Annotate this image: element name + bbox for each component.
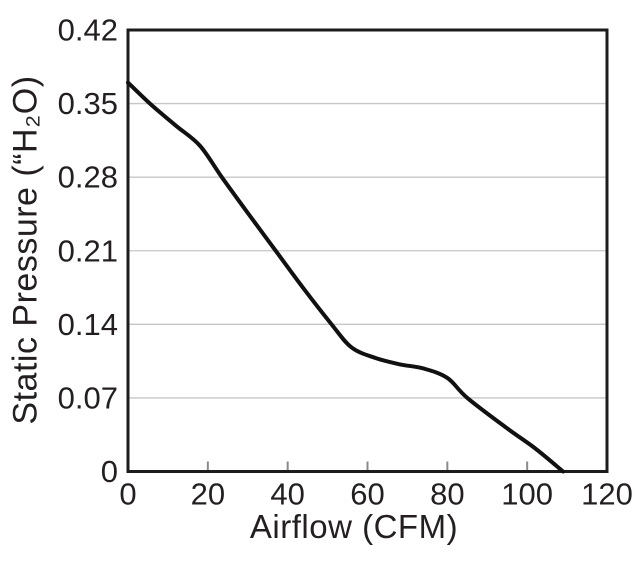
plot-border [126,28,609,473]
x-tick-label: 0 [119,477,136,512]
x-tick-label: 100 [501,477,553,512]
y-tick-label: 0 [101,454,118,489]
y-tick-label: 0.07 [58,380,118,415]
y-tick-label: 0.35 [58,86,118,121]
y-tick-label: 0.28 [58,160,118,195]
x-tick-label: 120 [581,477,633,512]
y-tick-label: 0.14 [58,307,118,342]
y-tick-label: 0.21 [58,233,118,268]
x-axis-title: Airflow (CFM) [249,508,459,545]
x-tick-label: 20 [191,477,225,512]
fan-curve-line [126,80,566,474]
x-tick-label: 80 [430,477,464,512]
x-tick-label: 60 [350,477,384,512]
y-axis-title: Static Pressure (“H₂O) [6,75,45,425]
y-tick-label: 0.42 [58,13,118,48]
x-tick-label: 40 [270,477,304,512]
